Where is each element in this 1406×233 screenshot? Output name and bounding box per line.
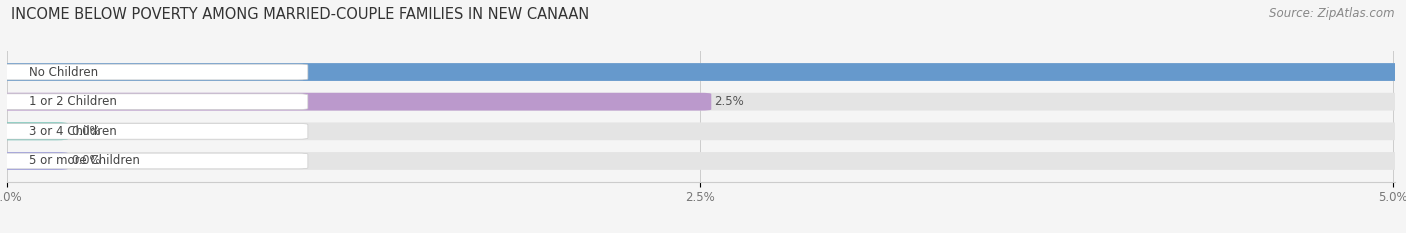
Text: 0.0%: 0.0% <box>70 154 100 168</box>
FancyBboxPatch shape <box>0 152 67 170</box>
Text: Source: ZipAtlas.com: Source: ZipAtlas.com <box>1270 7 1395 20</box>
Text: 3 or 4 Children: 3 or 4 Children <box>30 125 117 138</box>
Text: 2.5%: 2.5% <box>714 95 744 108</box>
FancyBboxPatch shape <box>0 122 67 140</box>
FancyBboxPatch shape <box>0 93 1405 111</box>
FancyBboxPatch shape <box>0 64 308 80</box>
FancyBboxPatch shape <box>0 63 1405 81</box>
Text: 1 or 2 Children: 1 or 2 Children <box>30 95 117 108</box>
FancyBboxPatch shape <box>0 153 308 169</box>
Text: INCOME BELOW POVERTY AMONG MARRIED-COUPLE FAMILIES IN NEW CANAAN: INCOME BELOW POVERTY AMONG MARRIED-COUPL… <box>11 7 589 22</box>
Text: 5 or more Children: 5 or more Children <box>30 154 141 168</box>
FancyBboxPatch shape <box>0 123 308 139</box>
Text: 0.0%: 0.0% <box>70 125 100 138</box>
FancyBboxPatch shape <box>0 63 1405 81</box>
FancyBboxPatch shape <box>0 122 1405 140</box>
FancyBboxPatch shape <box>0 152 1405 170</box>
FancyBboxPatch shape <box>0 94 308 110</box>
Text: No Children: No Children <box>30 65 98 79</box>
FancyBboxPatch shape <box>0 93 711 111</box>
